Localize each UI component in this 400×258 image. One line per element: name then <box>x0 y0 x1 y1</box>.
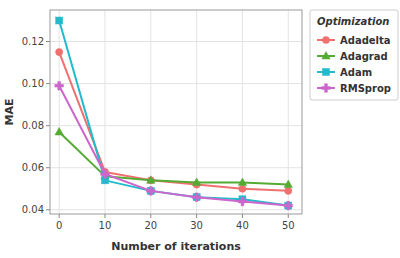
x-tick-label: 20 <box>144 220 157 231</box>
legend-swatch-marker <box>322 52 330 60</box>
point-marker <box>55 127 63 135</box>
x-tick-label: 0 <box>56 220 62 231</box>
legend-label: Adadelta <box>340 35 391 46</box>
y-grid-line <box>50 167 302 168</box>
x-tick-label: 30 <box>190 220 203 231</box>
y-tick-label: 0.12 <box>22 36 44 47</box>
y-tick <box>46 209 50 210</box>
plot-frame <box>50 10 302 214</box>
x-tick-label: 50 <box>282 220 295 231</box>
series <box>55 127 292 187</box>
legend-box <box>310 10 398 100</box>
y-tick <box>46 167 50 168</box>
series <box>56 17 292 209</box>
grid <box>50 10 302 214</box>
point-marker <box>192 193 201 202</box>
x-tick-label: 10 <box>99 220 112 231</box>
point-marker <box>147 176 155 184</box>
x-tick <box>288 214 289 218</box>
point-marker <box>193 194 200 201</box>
y-tick-label: 0.04 <box>22 204 44 215</box>
legend-swatch-marker <box>323 69 330 76</box>
x-tick <box>104 214 105 218</box>
series <box>56 48 292 194</box>
point-marker <box>285 202 292 209</box>
point-marker <box>56 48 63 55</box>
point-marker <box>284 180 292 188</box>
y-tick-label: 0.10 <box>22 78 44 89</box>
point-marker <box>238 197 247 206</box>
series-line <box>59 86 288 206</box>
x-tick-label: 40 <box>236 220 249 231</box>
y-tick <box>46 125 50 126</box>
legend-label: Adagrad <box>340 51 388 62</box>
point-marker <box>56 17 63 24</box>
point-marker <box>239 185 246 192</box>
legend-swatch-marker <box>322 36 329 43</box>
plot-data <box>55 17 293 210</box>
x-axis-label: Number of iterations <box>111 240 241 253</box>
x-grid-line <box>59 10 60 214</box>
legend-label: Adam <box>340 67 372 78</box>
legend: Optimization Adadelta Adagrad Adam RMSprop <box>310 10 398 100</box>
x-tick <box>150 214 151 218</box>
x-tick <box>59 214 60 218</box>
legend-swatch-marker <box>322 84 331 93</box>
x-tick <box>242 214 243 218</box>
series-line <box>59 21 288 206</box>
point-marker <box>55 81 64 90</box>
point-marker <box>147 187 154 194</box>
point-marker <box>147 177 154 184</box>
point-marker <box>285 187 292 194</box>
y-tick-label: 0.08 <box>22 120 44 131</box>
y-tick-label: 0.06 <box>22 162 44 173</box>
y-tick <box>46 83 50 84</box>
point-marker <box>101 170 110 179</box>
legend-title: Optimization <box>317 16 389 27</box>
y-grid-line <box>50 209 302 210</box>
y-grid-line <box>50 83 302 84</box>
series-line <box>59 52 288 191</box>
point-marker <box>147 187 156 196</box>
y-axis-label: MAE <box>3 99 16 126</box>
x-tick <box>196 214 197 218</box>
series <box>55 81 293 209</box>
chart: 0.04 0.06 0.08 0.10 0.12 0 10 20 30 40 50 Number of… <box>0 0 400 258</box>
y-grid-line <box>50 41 302 42</box>
y-tick <box>46 41 50 42</box>
legend-label: RMSprop <box>340 83 391 94</box>
point-marker <box>284 201 293 210</box>
point-marker <box>238 178 246 186</box>
point-marker <box>192 178 200 186</box>
